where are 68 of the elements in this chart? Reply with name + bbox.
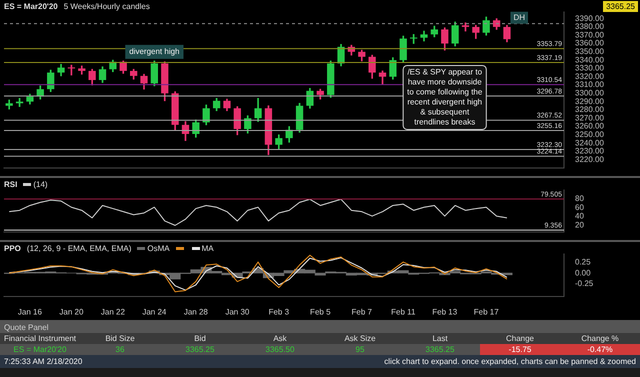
- y-tick-label: 80: [575, 194, 584, 204]
- legend-label: (14): [33, 180, 48, 189]
- y-tick-label: 3220.00: [575, 154, 604, 164]
- legend-label: MA: [202, 244, 214, 253]
- x-tick-label: Feb 3: [268, 307, 290, 316]
- annotation: divergent high: [129, 47, 180, 56]
- category-label: Change: [504, 333, 536, 344]
- y-tick-label: 3390.00: [575, 14, 604, 23]
- x-tick-label: Feb 11: [391, 307, 416, 316]
- y-tick-label: 3250.00: [575, 130, 604, 140]
- y-tick-label: 20: [575, 220, 584, 230]
- y-tick-label: 3370.00: [575, 30, 604, 40]
- x-tick-label: Jan 30: [225, 307, 250, 316]
- y-tick-label: 3350.00: [575, 47, 604, 56]
- y-tick-label: 0.25: [575, 258, 592, 267]
- y-tick-label: 3320.00: [575, 72, 604, 81]
- y-tick-label: 0.00: [575, 268, 592, 278]
- text: Quote Panel: [0, 322, 640, 333]
- y-tick-label: 3310.00: [575, 80, 604, 90]
- x-tick-label: Jan 28: [184, 307, 208, 316]
- y-tick-label: 40: [575, 212, 584, 221]
- x-tick-label: Feb 7: [352, 307, 373, 316]
- y-tick-label: 3260.00: [575, 122, 604, 131]
- x-tick-label: Jan 22: [100, 307, 126, 316]
- text: 36: [116, 345, 124, 354]
- text: click chart to expand. once expanded, charts can be panned & zoomed: [384, 357, 636, 366]
- x-tick-label: Jan 16: [18, 307, 42, 316]
- text: -15.75: [508, 345, 532, 354]
- category-label: Ask: [272, 333, 288, 344]
- legend-label: OsMA: [147, 244, 170, 253]
- text: -0.47%: [587, 345, 613, 354]
- y-tick-label: 3340.00: [575, 55, 604, 64]
- text: 95: [356, 345, 364, 354]
- text: 3365.25: [603, 1, 638, 12]
- x-tick-label: Jan 24: [142, 307, 167, 316]
- y-tick-label: 3270.00: [575, 113, 604, 122]
- text: 3365.50: [266, 345, 294, 354]
- category-label: Change %: [580, 333, 620, 344]
- category-label: Bid Size: [104, 333, 136, 344]
- x-tick-label: Jan 20: [59, 307, 84, 316]
- y-tick-label: 3300.00: [575, 88, 604, 98]
- annotation: DH: [513, 13, 526, 22]
- y-tick-label: 3290.00: [575, 96, 604, 106]
- y-tick-label: 3230.00: [575, 146, 604, 156]
- x-tick-label: Feb 5: [310, 307, 332, 316]
- text: 7:25:33 AM 2/18/2020: [4, 357, 82, 366]
- y-tick-label: 3380.00: [575, 22, 604, 32]
- y-tick-label: 60: [575, 202, 584, 212]
- chart-title: RSI: [4, 180, 18, 189]
- text: 3365.25: [186, 345, 214, 354]
- x-tick-label: Feb 17: [474, 307, 500, 316]
- text: ES = Mar20'20: [14, 345, 66, 354]
- category-label: Ask Size: [343, 333, 377, 344]
- category-label: Financial Instrument: [2, 333, 78, 344]
- chart-title: PPO: [4, 244, 21, 253]
- y-tick-label: 3330.00: [575, 64, 604, 73]
- y-tick-label: -0.25: [575, 278, 594, 288]
- y-tick-label: 3280.00: [575, 105, 604, 114]
- x-tick-label: Feb 13: [432, 307, 458, 316]
- annotation: /ES & SPY appear to have more downside to come following the recent divergent high & subsequent trendlines breaks: [407, 68, 483, 127]
- chart-title: ES = Mar20'20: [4, 2, 58, 11]
- y-tick-label: 3360.00: [575, 38, 604, 48]
- chart-subtitle: 5 Weeks/Hourly candles: [64, 2, 150, 11]
- category-label: Last: [431, 333, 449, 344]
- y-tick-label: 3240.00: [575, 138, 604, 148]
- text: 3365.25: [426, 345, 454, 354]
- category-label: Bid: [193, 333, 207, 344]
- legend-title: (12, 26, 9 - EMA, EMA, EMA): [26, 244, 132, 253]
